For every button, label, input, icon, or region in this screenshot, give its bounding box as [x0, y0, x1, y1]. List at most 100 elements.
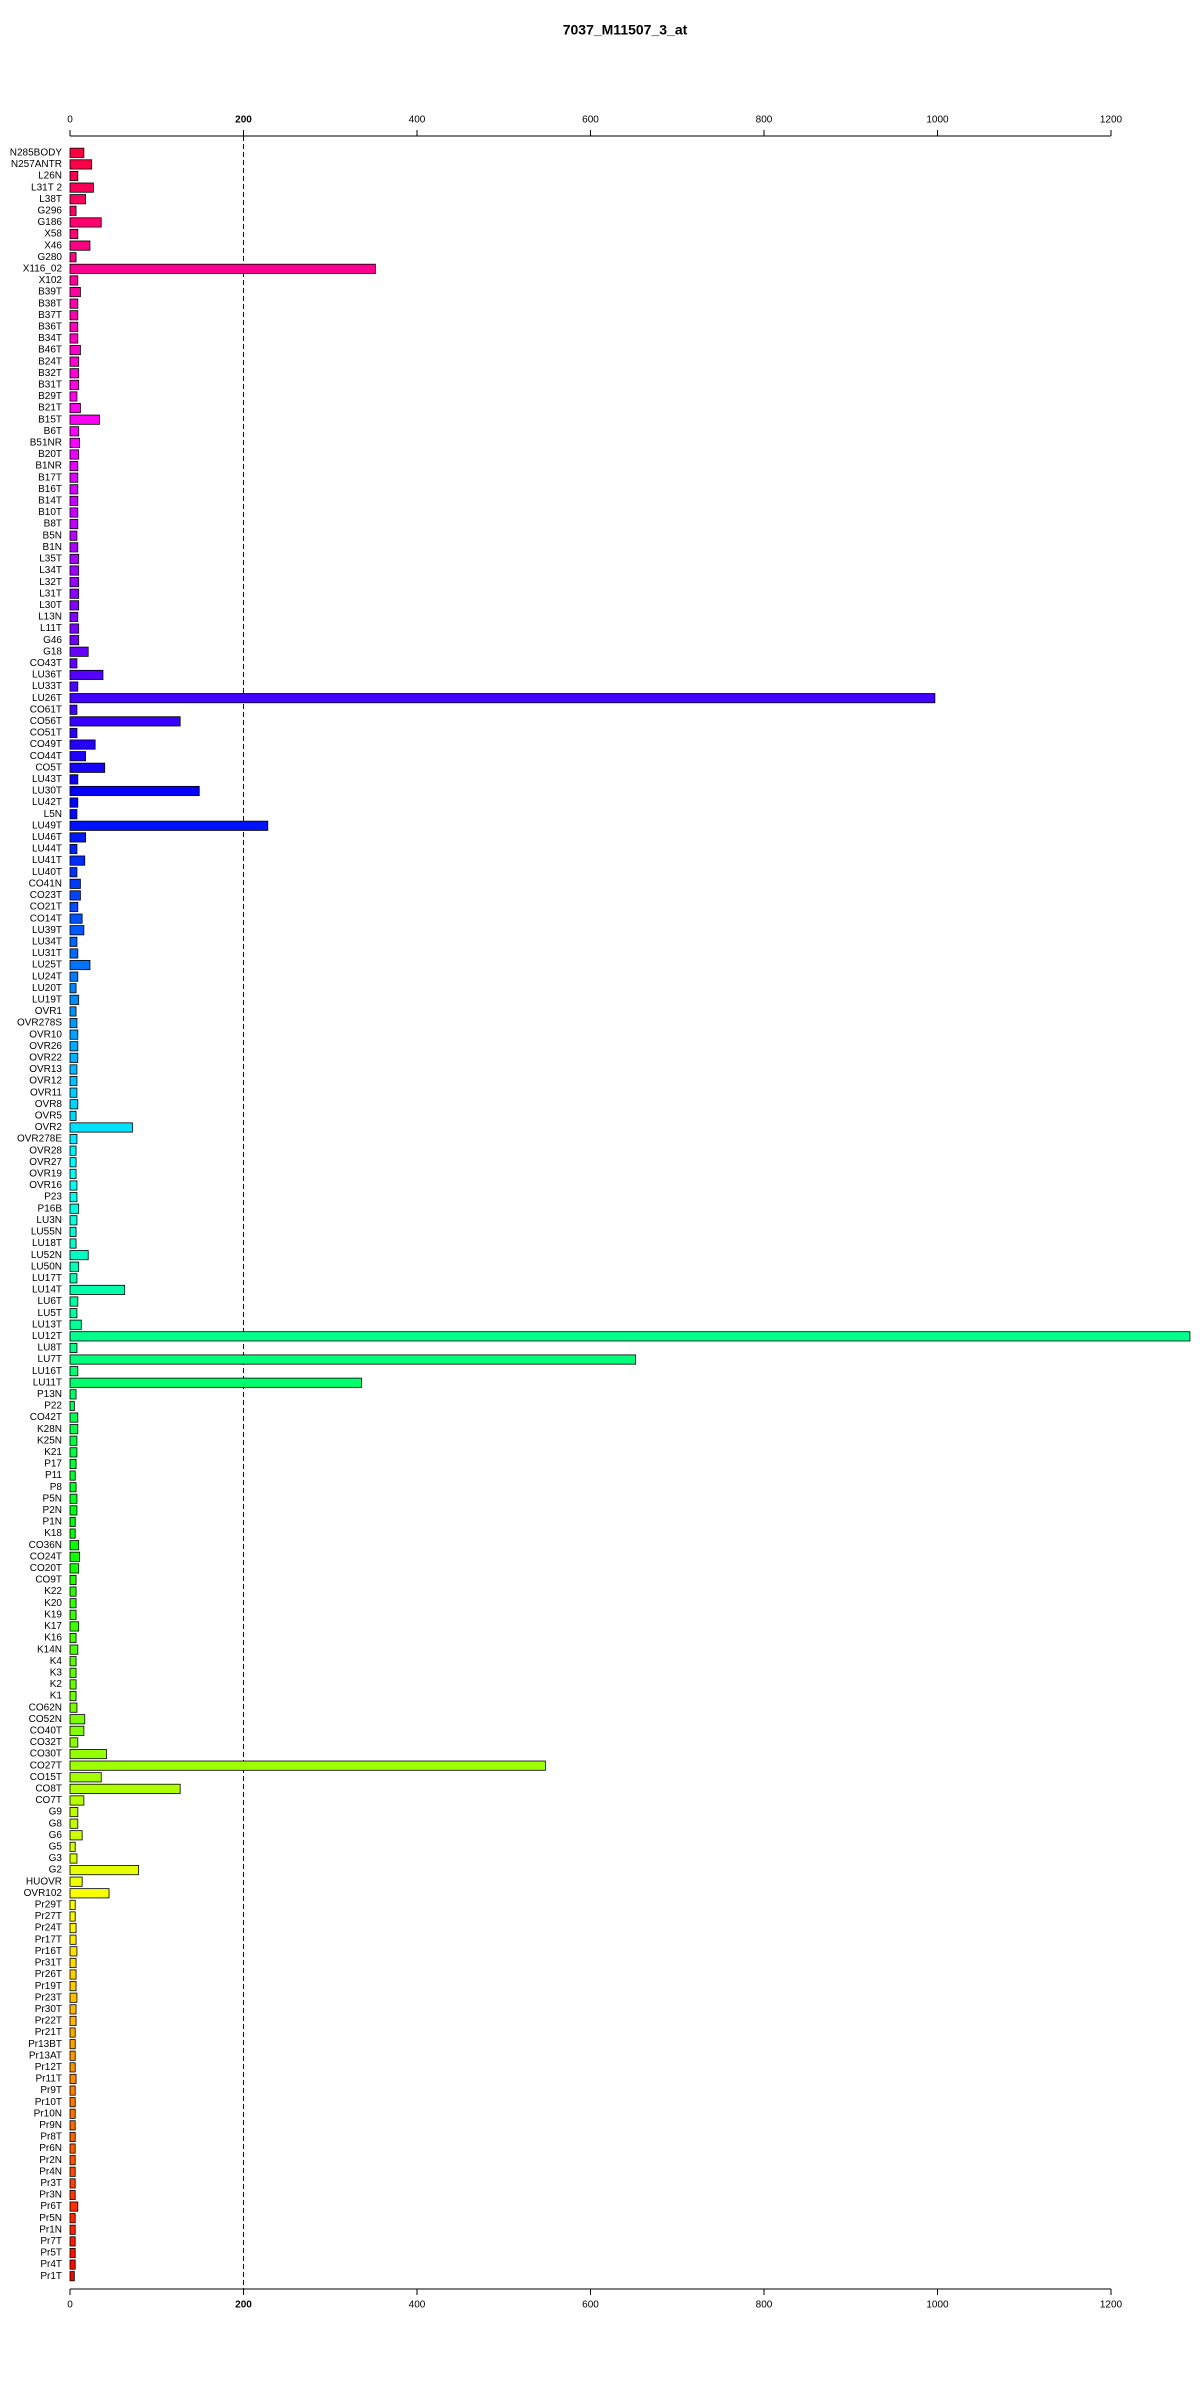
- bar: [69, 1574, 77, 1586]
- y-tick-label: B32T: [38, 368, 62, 379]
- x-tick-label: 0: [67, 115, 73, 126]
- bar: [69, 994, 80, 1005]
- bar: [69, 1447, 78, 1458]
- bar: [69, 1331, 1191, 1342]
- y-tick-label: OVR13: [29, 1064, 62, 1075]
- bar: [69, 1807, 79, 1818]
- y-tick-label: K20: [44, 1598, 62, 1609]
- bar: [69, 751, 87, 762]
- y-tick-label: K21: [44, 1447, 62, 1458]
- bar: [69, 1377, 362, 1388]
- bar: [69, 1899, 76, 1910]
- bar: [69, 2259, 76, 2270]
- x-tick-label: 1200: [1100, 115, 1123, 126]
- y-tick-label: OVR278S: [17, 1018, 62, 1029]
- y-tick-label: B20T: [38, 449, 62, 460]
- y-tick-label: Pr19T: [35, 1981, 62, 1992]
- bar: [69, 1830, 83, 1841]
- y-tick-label: K17: [44, 1621, 62, 1632]
- bar: [69, 426, 80, 437]
- bar: [69, 449, 80, 460]
- bar: [69, 194, 87, 205]
- y-tick-label: N257ANTR: [11, 159, 62, 170]
- bar: [69, 646, 89, 657]
- y-tick-label: LU41T: [32, 855, 62, 866]
- bar: [69, 379, 80, 390]
- y-tick-label: LU12T: [32, 1331, 62, 1342]
- y-tick-label: K28N: [37, 1424, 62, 1435]
- y-tick-label: P11: [45, 1470, 62, 1481]
- y-tick-label: LU36T: [32, 670, 62, 681]
- y-tick-label: K16: [44, 1633, 62, 1644]
- y-tick-label: LU11T: [33, 1377, 62, 1388]
- bar: [69, 1946, 78, 1957]
- bar: [69, 298, 79, 309]
- bar: [69, 1215, 78, 1226]
- bar: [69, 1134, 78, 1145]
- y-tick-label: Pr3N: [39, 2190, 62, 2201]
- y-tick-label: B51NR: [30, 438, 62, 449]
- bar: [69, 577, 80, 588]
- y-tick-label: HUOVR: [26, 1876, 62, 1887]
- y-tick-label: OVR8: [35, 1099, 63, 1110]
- bar: [69, 2143, 76, 2154]
- bar: [69, 878, 81, 889]
- bar: [69, 681, 79, 692]
- bar: [69, 1064, 78, 1075]
- y-tick-label: B29T: [38, 391, 62, 402]
- y-tick-label: LU19T: [32, 994, 62, 1005]
- y-tick-label: OVR102: [24, 1888, 63, 1899]
- bar: [69, 1029, 79, 1040]
- bar: [69, 1702, 78, 1713]
- y-tick-label: K18: [44, 1528, 62, 1539]
- y-tick-label: CO32T: [30, 1737, 62, 1748]
- bar: [69, 1540, 80, 1551]
- bar: [69, 2015, 77, 2026]
- y-tick-label: CO15T: [30, 1772, 62, 1783]
- y-tick-label: B38T: [38, 298, 62, 309]
- bar: [69, 1690, 77, 1702]
- bar: [69, 635, 80, 646]
- bar: [69, 1609, 77, 1620]
- bar: [69, 240, 91, 251]
- bar: [69, 1783, 181, 1794]
- bar: [69, 1284, 126, 1295]
- y-tick-label: B16T: [38, 484, 62, 495]
- bar: [69, 1656, 77, 1667]
- bar: [69, 217, 102, 228]
- y-tick-label: Pr23T: [35, 1992, 62, 2003]
- bar: [69, 588, 80, 599]
- bar: [69, 925, 85, 936]
- y-tick-label: L5N: [44, 809, 62, 820]
- bar: [69, 971, 79, 982]
- bar: [69, 356, 80, 367]
- y-tick-label: LU20T: [32, 983, 62, 994]
- bar: [69, 1342, 78, 1353]
- y-tick-label: CO8T: [35, 1784, 62, 1795]
- y-tick-label: B21T: [38, 403, 62, 414]
- y-tick-label: B14T: [38, 496, 62, 507]
- bar: [69, 2073, 77, 2084]
- y-tick-label: Pr26T: [35, 1969, 62, 1980]
- x-tick-label: 600: [582, 2300, 599, 2311]
- y-tick-label: P16B: [38, 1203, 63, 1214]
- y-tick-label: LU39T: [32, 925, 62, 936]
- bar: [69, 182, 94, 193]
- y-tick-label: LU17T: [32, 1273, 62, 1284]
- y-tick-label: G6: [49, 1830, 63, 1841]
- y-tick-label: N285BODY: [10, 147, 63, 158]
- y-tick-label: L11T: [40, 623, 62, 634]
- bar: [69, 2224, 76, 2235]
- y-tick-label: CO49T: [30, 739, 62, 750]
- bar: [69, 1667, 77, 1678]
- y-tick-label: Pr1T: [40, 2271, 62, 2282]
- y-tick-label: LU46T: [32, 832, 62, 843]
- y-tick-label: LU33T: [32, 681, 62, 692]
- y-tick-label: CO43T: [30, 658, 62, 669]
- y-tick-label: K2: [50, 1679, 63, 1690]
- y-tick-label: B1NR: [35, 461, 62, 472]
- bar: [69, 1122, 133, 1133]
- y-tick-label: LU13T: [32, 1319, 62, 1330]
- y-tick-label: L35T: [39, 554, 62, 565]
- x-tick-label: 400: [409, 2300, 426, 2311]
